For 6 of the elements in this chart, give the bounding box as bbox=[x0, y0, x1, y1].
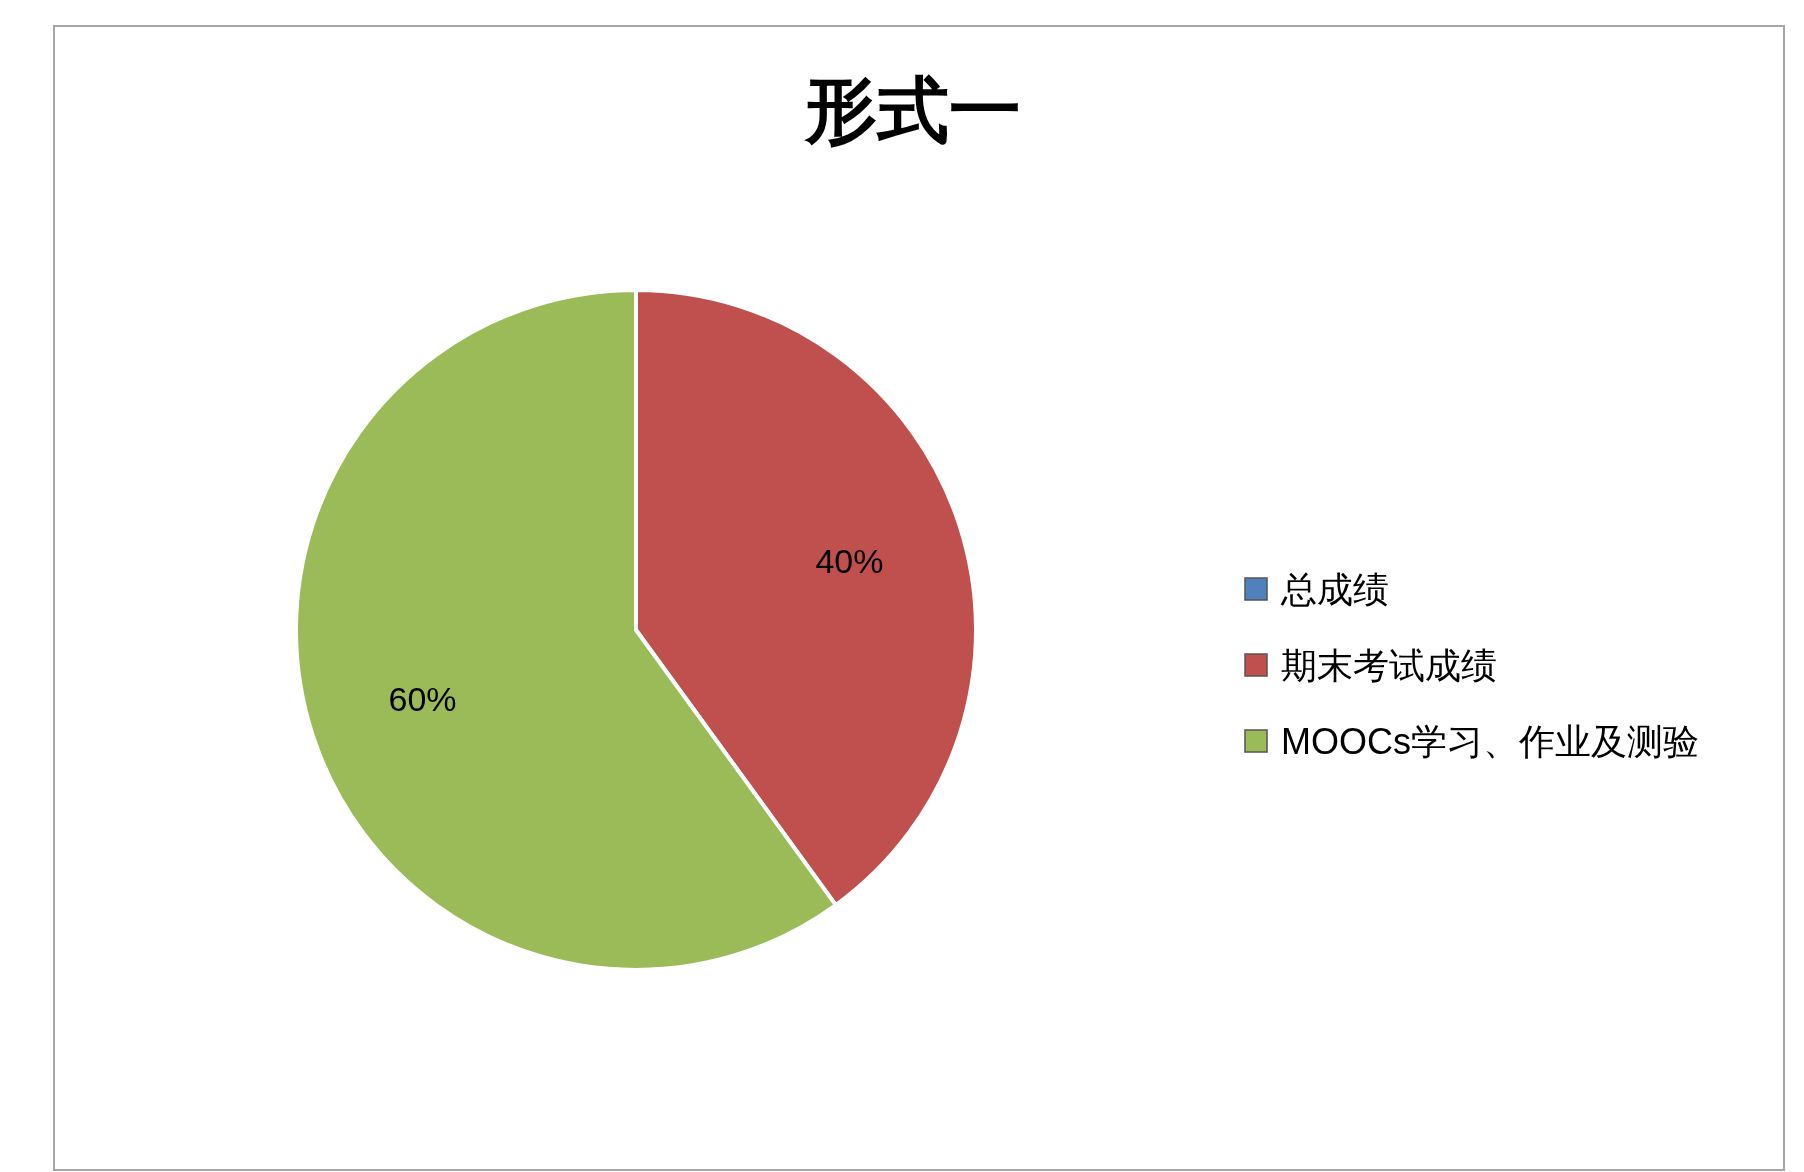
legend-label: 期末考试成绩 bbox=[1281, 645, 1497, 686]
legend-label: MOOCs学习、作业及测验 bbox=[1281, 721, 1699, 762]
data-label: 40% bbox=[815, 541, 884, 580]
data-label: 60% bbox=[388, 680, 457, 719]
chart-title: 形式一 bbox=[804, 71, 1021, 151]
legend-label: 总成绩 bbox=[1280, 569, 1389, 610]
